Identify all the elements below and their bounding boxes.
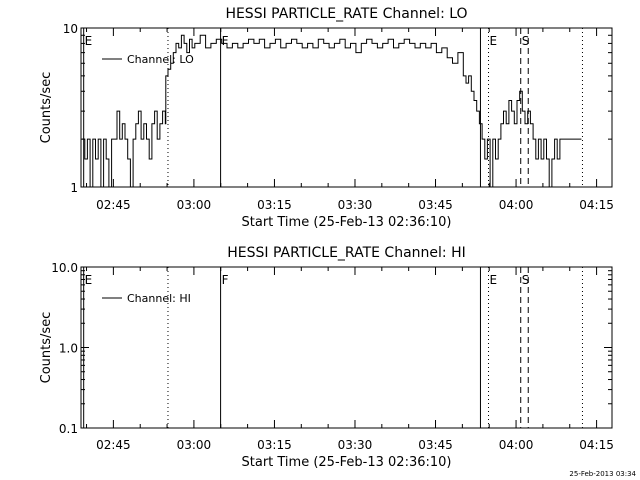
panel2-event-marker-label: E (490, 273, 498, 287)
panel2-x-tick-label: 02:45 (96, 438, 131, 452)
panel1-x-tick-label: 03:15 (257, 198, 292, 212)
panel2-y-tick-label: 1.0 (59, 342, 78, 356)
panel2-x-tick-label: 03:30 (338, 438, 373, 452)
panel2-y-tick-label: 10.0 (51, 261, 78, 275)
panel2-x-axis-label: Start Time (25-Feb-13 02:36:10) (242, 455, 452, 470)
panel2-event-marker-label: F (222, 273, 229, 287)
panel1-x-tick-label: 03:00 (177, 198, 212, 212)
panel1-legend-label: Channel: LO (127, 53, 194, 66)
panel2-x-tick-label: 03:15 (257, 438, 292, 452)
panel2-legend-label: Channel: HI (127, 292, 191, 305)
panel1-x-tick-label: 04:00 (499, 198, 534, 212)
panel2-y-axis-label: Counts/sec (39, 312, 54, 384)
panel2-x-tick-label: 04:00 (499, 438, 534, 452)
panel1-x-tick-label: 03:45 (418, 198, 453, 212)
panel1-x-tick-label: 03:30 (338, 198, 373, 212)
panel2-x-tick-label: 04:15 (579, 438, 614, 452)
panel2-event-marker-label: E (85, 273, 93, 287)
panel1-y-tick-label: 1 (70, 181, 78, 195)
panel1-series-line (82, 34, 582, 188)
panel1-x-tick-label: 02:45 (96, 198, 131, 212)
plot-timestamp: 25-Feb-2013 03:34 (569, 470, 636, 478)
panel1-event-marker-label: F (222, 34, 229, 48)
panel1-x-axis-label: Start Time (25-Feb-13 02:36:10) (242, 215, 452, 230)
panel1-y-axis-label: Counts/sec (39, 72, 54, 144)
panel2-x-tick-label: 03:45 (418, 438, 453, 452)
panel1-event-marker-label: S (522, 34, 530, 48)
panel2-title: HESSI PARTICLE_RATE Channel: HI (227, 245, 465, 261)
panel2-event-marker-label: S (522, 273, 530, 287)
panel2-y-tick-label: 0.1 (59, 422, 78, 436)
panel1-event-marker-label: E (85, 34, 93, 48)
panel1-y-tick-label: 10 (63, 22, 78, 36)
panel1-title: HESSI PARTICLE_RATE Channel: LO (225, 6, 467, 22)
panel2-x-tick-label: 03:00 (177, 438, 212, 452)
panel1-event-marker-label: E (490, 34, 498, 48)
panel1-x-tick-label: 04:15 (579, 198, 614, 212)
panel1-axes-frame (80, 27, 613, 188)
